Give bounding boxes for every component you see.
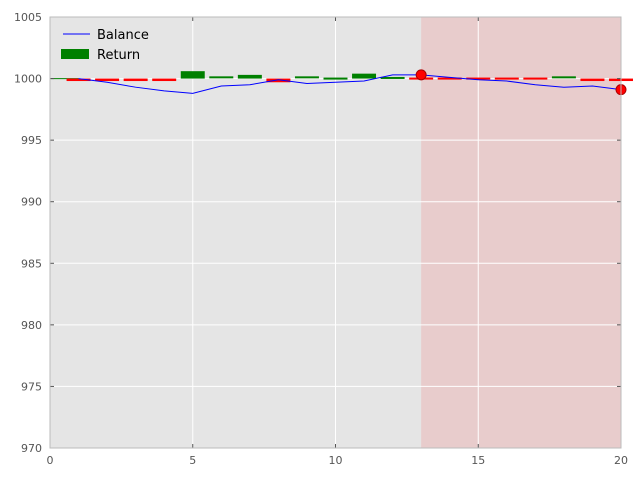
- return-bar: [95, 78, 120, 82]
- return-bar: [352, 73, 377, 79]
- highlight-region: [421, 17, 621, 448]
- return-bar: [294, 76, 319, 79]
- y-tick-label: 985: [21, 257, 42, 270]
- x-tick-label: 20: [614, 454, 628, 467]
- return-bar: [266, 78, 291, 83]
- x-tick-label: 5: [189, 454, 196, 467]
- y-tick-label: 995: [21, 134, 42, 147]
- return-bar: [523, 77, 548, 80]
- return-bar: [380, 76, 405, 79]
- y-axis-ticks: 970 975 980 985 990 995 1000 1005: [14, 11, 621, 455]
- y-tick-label: 1000: [14, 73, 42, 86]
- grid-lines: [49, 16, 622, 449]
- y-tick-label: 980: [21, 319, 42, 332]
- legend-balance-label: Balance: [97, 28, 149, 43]
- return-bar: [323, 77, 348, 80]
- y-tick-label: 1005: [14, 11, 42, 24]
- return-bar: [180, 71, 205, 79]
- legend-return-swatch: [61, 49, 89, 59]
- y-tick-label: 970: [21, 442, 42, 455]
- legend-return-label: Return: [97, 48, 140, 63]
- x-tick-label: 15: [471, 454, 485, 467]
- x-axis-ticks: 0 5 10 15 20: [47, 17, 628, 467]
- return-bar: [237, 74, 262, 79]
- x-tick-label: 10: [329, 454, 343, 467]
- return-bar: [152, 78, 177, 82]
- plot-frame: [49, 16, 622, 449]
- return-bar: [494, 77, 519, 80]
- y-tick-label: 975: [21, 380, 42, 393]
- balance-line: [78, 74, 622, 94]
- return-bar: [209, 76, 234, 79]
- return-bar: [466, 77, 491, 80]
- legend: Balance Return: [61, 28, 149, 63]
- return-bar: [123, 78, 148, 82]
- y-tick-label: 990: [21, 196, 42, 209]
- return-bar: [66, 78, 91, 82]
- return-bar: [437, 77, 462, 80]
- return-bar: [580, 78, 605, 82]
- x-tick-label: 0: [47, 454, 54, 467]
- return-bar: [551, 76, 576, 79]
- marker-point: [415, 69, 427, 81]
